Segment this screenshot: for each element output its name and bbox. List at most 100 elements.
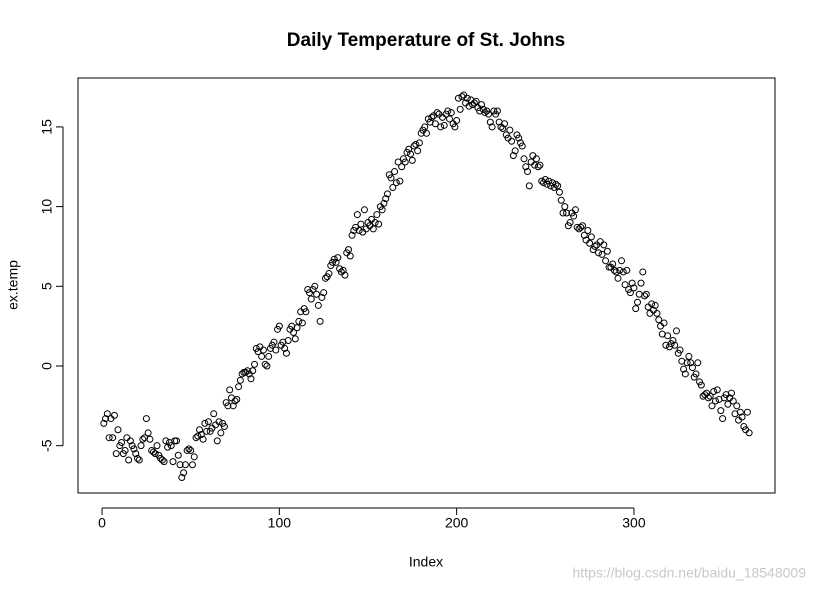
data-point xyxy=(173,437,181,445)
data-point xyxy=(463,94,471,102)
data-point xyxy=(236,376,244,384)
data-point xyxy=(561,203,569,211)
data-point xyxy=(355,227,363,235)
data-point xyxy=(603,247,611,255)
data-point xyxy=(557,196,565,204)
data-point xyxy=(736,408,744,416)
data-point xyxy=(594,249,602,257)
data-point xyxy=(383,190,391,198)
data-point xyxy=(275,322,283,330)
data-point xyxy=(102,415,110,423)
data-point xyxy=(348,231,356,239)
data-point xyxy=(410,142,418,150)
x-axis-label: Index xyxy=(409,554,443,570)
data-point xyxy=(738,413,746,421)
data-point xyxy=(265,352,273,360)
data-point xyxy=(446,115,454,123)
data-point xyxy=(164,443,172,451)
data-point xyxy=(423,129,430,137)
data-point xyxy=(493,107,501,115)
data-point xyxy=(632,305,640,313)
data-point xyxy=(217,429,225,437)
data-point xyxy=(499,125,507,133)
data-point xyxy=(210,410,218,418)
data-point xyxy=(378,206,386,214)
data-point xyxy=(454,94,462,102)
data-point xyxy=(704,394,712,402)
data-point xyxy=(692,370,700,378)
data-point xyxy=(220,423,228,431)
data-point xyxy=(203,427,211,435)
data-point xyxy=(185,445,193,453)
y-tick-label: -5 xyxy=(39,439,55,452)
data-point xyxy=(672,327,680,335)
data-point xyxy=(580,231,588,239)
data-point xyxy=(387,174,395,182)
data-point xyxy=(522,163,530,171)
data-point xyxy=(201,419,209,427)
data-point xyxy=(169,458,177,466)
data-point xyxy=(694,359,702,367)
data-point xyxy=(651,301,659,309)
data-point xyxy=(621,281,629,289)
data-point xyxy=(706,392,714,400)
data-point xyxy=(577,223,585,231)
data-point xyxy=(571,206,579,214)
data-point xyxy=(290,329,298,337)
data-point xyxy=(440,121,448,129)
data-point xyxy=(626,289,634,297)
data-point xyxy=(630,284,638,292)
data-point xyxy=(314,301,322,309)
data-point xyxy=(536,161,544,169)
data-point xyxy=(401,158,409,166)
data-point xyxy=(477,101,485,109)
data-point xyxy=(270,338,278,346)
data-point xyxy=(194,432,202,440)
data-point xyxy=(545,177,553,185)
data-point xyxy=(396,177,404,185)
data-point xyxy=(174,451,182,459)
data-point xyxy=(176,461,184,469)
data-point xyxy=(139,435,147,443)
data-point xyxy=(687,359,695,367)
data-point xyxy=(600,241,608,249)
data-point xyxy=(389,183,397,191)
data-point xyxy=(713,386,721,394)
data-point xyxy=(178,474,186,482)
data-point xyxy=(428,113,436,121)
data-point xyxy=(743,408,751,416)
data-point xyxy=(465,102,473,110)
data-point xyxy=(307,295,315,303)
data-point xyxy=(472,97,480,105)
data-point xyxy=(421,123,429,131)
data-point xyxy=(215,418,223,426)
data-point xyxy=(110,411,118,419)
data-point xyxy=(125,456,133,464)
data-point xyxy=(648,300,656,308)
data-point xyxy=(566,219,574,227)
data-point xyxy=(118,438,126,446)
data-point xyxy=(160,458,168,466)
data-point xyxy=(681,370,689,378)
data-point xyxy=(259,346,267,354)
data-point xyxy=(339,266,347,274)
data-point xyxy=(357,220,365,228)
data-point xyxy=(598,250,606,258)
data-point xyxy=(525,182,533,190)
data-point xyxy=(158,456,166,464)
data-point xyxy=(180,469,188,477)
data-point xyxy=(298,319,306,327)
data-point xyxy=(628,279,636,287)
data-point xyxy=(320,289,328,297)
data-point xyxy=(511,147,519,155)
data-point xyxy=(282,349,290,357)
data-point xyxy=(733,402,741,410)
data-point xyxy=(669,336,677,344)
data-point xyxy=(708,402,716,410)
data-point xyxy=(520,155,528,163)
data-point xyxy=(162,437,170,445)
data-point xyxy=(272,346,280,354)
data-point xyxy=(134,454,142,462)
data-point xyxy=(412,140,420,148)
